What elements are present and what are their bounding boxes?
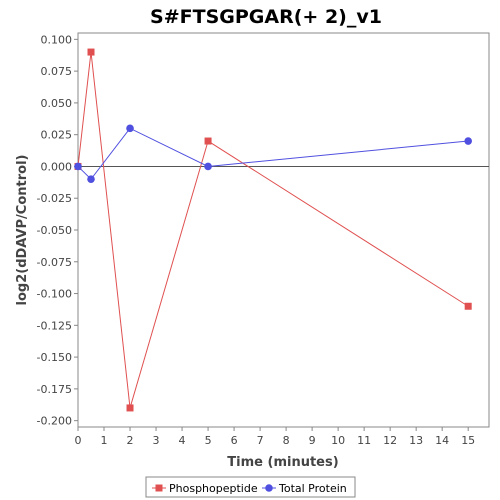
total-protein-point [74, 162, 82, 171]
total-protein-point [87, 175, 95, 183]
x-tick-label: 9 [309, 434, 316, 447]
chart-title: S#FTSGPGAR(+ 2)_v1 [150, 6, 382, 28]
y-tick-label: 0.000 [41, 160, 73, 173]
phosphopeptide-point [126, 404, 134, 412]
legend-square-marker [155, 484, 163, 492]
y-tick-label: -0.150 [37, 351, 72, 364]
total-protein-point [204, 162, 212, 171]
total-protein-point [126, 124, 134, 133]
y-axis-label: log2(dDAVP/Control) [15, 155, 30, 306]
y-tick-label: 0.075 [41, 65, 73, 78]
x-tick-label: 14 [435, 434, 449, 447]
x-tick-label: 10 [331, 434, 345, 447]
x-tick-label: 8 [283, 434, 290, 447]
x-axis: 0 1 2 3 4 5 6 7 8 9 10 11 12 13 14 15 [75, 427, 475, 447]
x-tick-label: 6 [231, 434, 238, 447]
y-tick-label: -0.175 [37, 383, 72, 396]
y-tick-label: 0.100 [41, 33, 73, 46]
x-tick-label: 11 [357, 434, 371, 447]
x-tick-label: 12 [383, 434, 397, 447]
legend-items: Phosphopeptide Total Protein [152, 482, 347, 495]
y-axis: 0.100 0.075 0.050 0.025 0.000 -0.025 -0.050 -0.… [37, 33, 78, 428]
phosphopeptide-point [87, 48, 95, 56]
x-tick-label: 3 [153, 434, 160, 447]
y-tick-label: -0.025 [37, 192, 72, 205]
y-tick-label: -0.050 [37, 224, 72, 237]
x-tick-label: 13 [409, 434, 423, 447]
y-tick-label: 0.025 [41, 129, 73, 142]
legend-label: Phosphopeptide [169, 482, 258, 495]
phosphopeptide-point [204, 137, 212, 145]
y-tick-label: -0.100 [37, 288, 72, 301]
x-tick-label: 7 [257, 434, 264, 447]
y-tick-label: -0.125 [37, 319, 72, 332]
x-tick-label: 1 [101, 434, 108, 447]
series-layer [74, 48, 472, 412]
x-axis-label: Time (minutes) [227, 455, 338, 470]
x-tick-label: 15 [461, 434, 475, 447]
x-tick-label: 2 [127, 434, 134, 447]
legend-label: Total Protein [278, 482, 347, 495]
plot-area [77, 32, 490, 428]
x-tick-label: 5 [205, 434, 212, 447]
y-tick-label: 0.050 [41, 97, 73, 110]
y-tick-label: -0.075 [37, 256, 72, 269]
x-tick-label: 0 [75, 434, 82, 447]
legend-circle-marker [265, 484, 273, 492]
phosphopeptide-point [464, 302, 472, 310]
y-tick-label: -0.200 [37, 415, 72, 428]
x-tick-label: 4 [179, 434, 186, 447]
legend [145, 476, 356, 498]
total-protein-point [464, 137, 472, 145]
